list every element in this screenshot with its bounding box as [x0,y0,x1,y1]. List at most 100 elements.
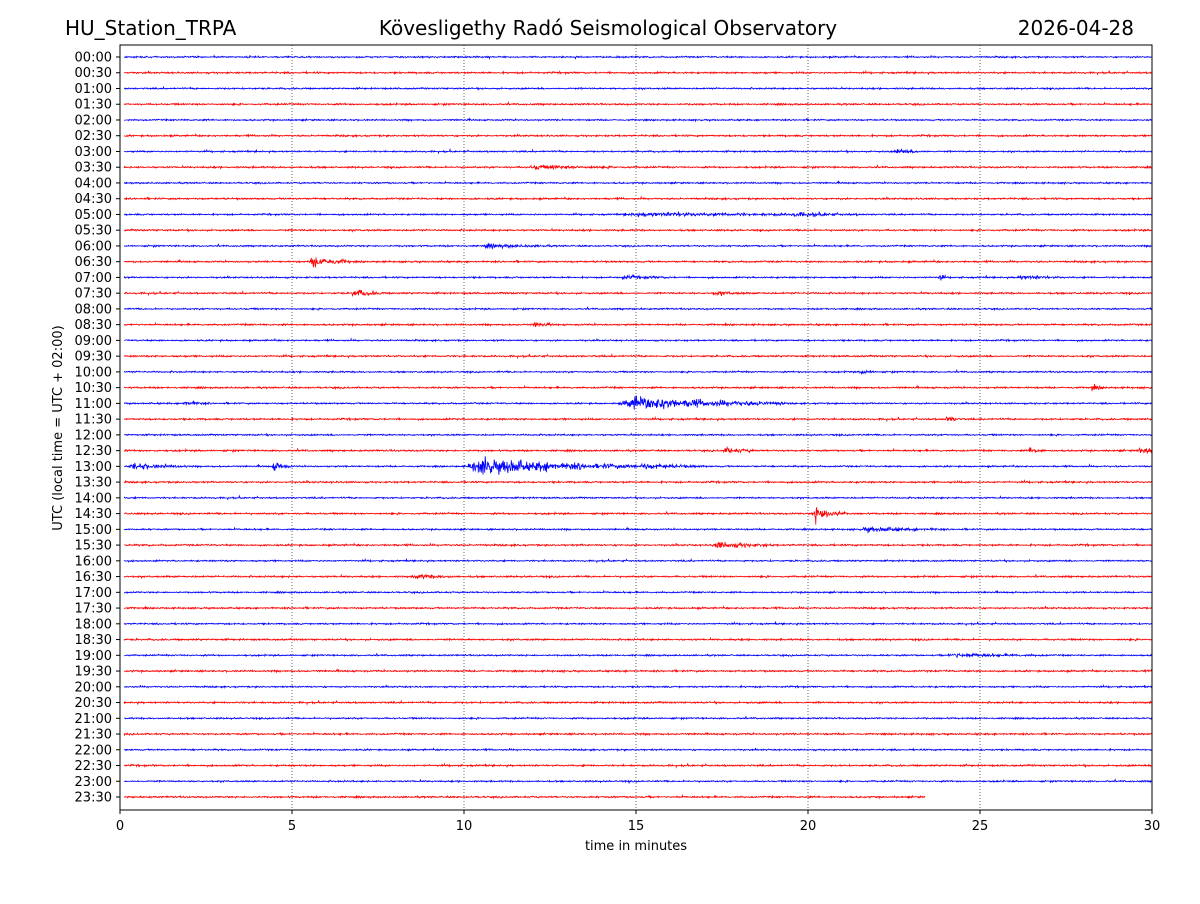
trace-0300 [123,147,1153,155]
y-tick-label: 09:00 [75,334,112,349]
y-tick-label: 00:00 [75,51,112,66]
trace-1200 [124,432,1153,438]
y-tick-label: 04:00 [75,176,112,191]
trace-0530 [123,227,1153,233]
trace-0400 [123,180,1153,186]
y-tick-label: 13:00 [75,460,112,475]
trace-1630 [123,573,1153,580]
y-tick-label: 01:30 [75,98,112,113]
y-tick-label: 06:00 [75,239,112,254]
y-tick-label: 10:30 [75,381,112,396]
y-tick-label: 21:30 [75,728,112,743]
trace-0900 [124,337,1153,343]
trace-1330 [123,479,1153,485]
trace-0630 [123,257,1153,269]
y-tick-label: 19:30 [75,665,112,680]
y-tick-label: 16:00 [75,554,112,569]
trace-1430 [124,507,1153,525]
observatory-title: Kövesligethy Radó Seismological Observat… [379,16,837,40]
trace-0100 [123,85,1153,91]
trace-2000 [123,684,1153,690]
trace-0600 [123,242,1153,250]
x-tick-label: 0 [116,819,124,834]
trace-1500 [123,525,1153,534]
y-tick-label: 00:30 [75,66,112,81]
trace-2100 [124,715,1153,721]
trace-2230 [123,762,1153,769]
y-tick-label: 12:00 [75,428,112,443]
y-tick-label: 08:30 [75,318,112,333]
trace-2030 [123,699,1153,706]
trace-1530 [124,541,1153,549]
y-tick-label: 22:30 [75,759,112,774]
trace-0430 [123,195,1153,202]
trace-0200 [123,117,1153,123]
trace-1700 [123,589,1153,595]
y-tick-label: 19:00 [75,649,112,664]
x-tick-label: 20 [800,819,817,834]
trace-0800 [124,306,1153,312]
y-tick-label: 11:30 [75,413,112,428]
y-tick-label: 04:30 [75,192,112,207]
y-tick-label: 03:00 [75,145,112,160]
trace-0000 [124,54,1153,61]
y-tick-label: 23:00 [75,775,112,790]
trace-0130 [123,101,1153,107]
y-tick-label: 12:30 [75,444,112,459]
trace-1300 [123,456,1153,475]
y-tick-label: 02:00 [75,113,112,128]
y-tick-label: 07:00 [75,271,112,286]
trace-1230 [123,445,1153,455]
y-tick-label: 17:00 [75,586,112,601]
trace-1130 [123,415,1153,423]
date-title: 2026-04-28 [1018,16,1134,40]
y-tick-label: 02:30 [75,129,112,144]
station-title: HU_Station_TRPA [65,16,237,40]
y-tick-label: 16:30 [75,570,112,585]
trace-2300 [124,778,1153,785]
trace-0930 [123,353,1153,360]
y-tick-label: 07:30 [75,287,112,302]
trace-1400 [123,494,1152,501]
trace-0830 [123,321,1153,328]
trace-0700 [123,273,1153,281]
trace-0500 [123,210,1153,218]
trace-1000 [123,369,1153,376]
y-tick-label: 14:30 [75,507,112,522]
trace-1800 [123,620,1153,627]
trace-0230 [124,132,1153,139]
trace-2200 [123,747,1153,752]
trace-1730 [124,605,1153,611]
y-tick-label: 06:30 [75,255,112,270]
y-tick-label: 18:00 [75,617,112,632]
y-tick-label: 01:00 [75,82,112,97]
traces [123,54,1153,800]
y-tick-label: 18:30 [75,633,112,648]
y-tick-label: 20:00 [75,680,112,695]
y-tick-label: 05:00 [75,208,112,223]
x-tick-label: 25 [972,819,989,834]
y-tick-label: 08:00 [75,302,112,317]
y-axis: 00:0000:3001:0001:3002:0002:3003:0003:30… [75,51,120,806]
trace-2130 [123,731,1153,737]
y-tick-label: 23:30 [75,791,112,806]
trace-1030 [123,383,1152,392]
y-tick-label: 05:30 [75,224,112,239]
y-tick-label: 14:00 [75,491,112,506]
y-tick-label: 13:30 [75,476,112,491]
trace-1930 [123,668,1153,674]
x-tick-label: 30 [1144,819,1161,834]
y-tick-label: 11:00 [75,397,112,412]
trace-1830 [123,636,1152,643]
y-tick-label: 20:30 [75,696,112,711]
y-tick-label: 17:30 [75,602,112,617]
x-tick-label: 15 [628,819,645,834]
y-tick-label: 15:00 [75,523,112,538]
trace-1900 [124,652,1152,659]
y-tick-label: 22:00 [75,743,112,758]
trace-0330 [123,164,1153,171]
grid-lines [291,45,981,810]
x-axis: 0 5 10 15 20 25 30 [116,810,1160,834]
